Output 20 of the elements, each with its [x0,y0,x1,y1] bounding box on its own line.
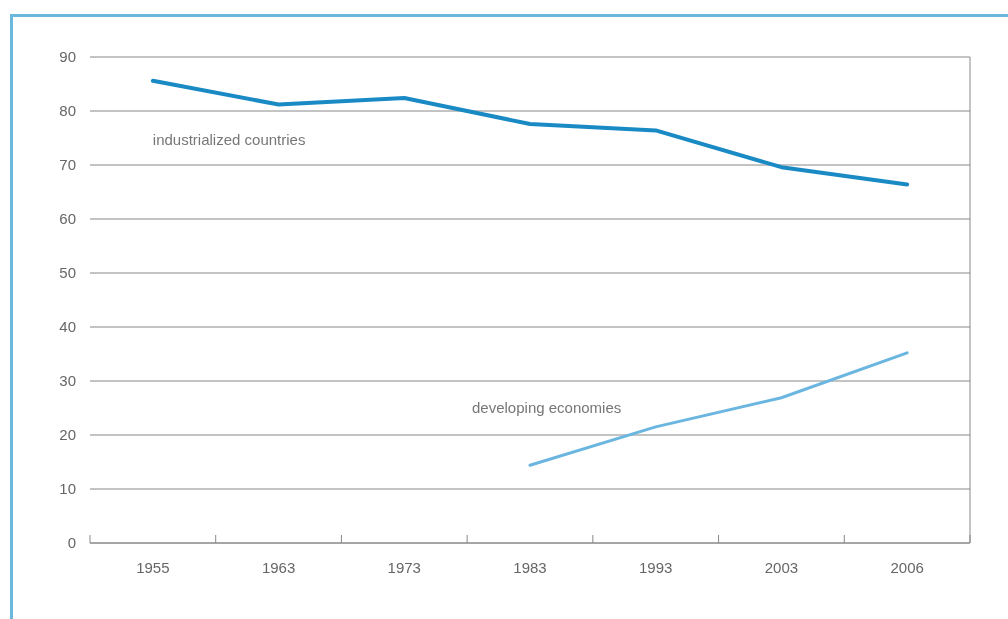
y-tick-label: 80 [59,102,76,120]
y-tick-label: 0 [67,534,76,552]
x-tick-label: 2003 [764,559,799,576]
y-tick-label: 90 [59,48,76,66]
y-tick-label: 40 [59,318,76,336]
x-tick-label: 1973 [387,559,421,576]
y-tick-label: 10 [59,480,76,498]
x-tick-label: 1955 [136,559,170,576]
y-tick-label: 30 [59,372,76,390]
line-series [150,78,910,187]
y-tick-label: 50 [59,264,76,282]
y-tick-label: 20 [59,426,76,444]
x-tick-label: 1983 [513,559,547,576]
x-tick-label: 1993 [639,559,673,576]
series-label: industrialized countries [152,130,306,148]
x-tick-label: 2006 [890,559,924,576]
x-tick-label: 1963 [261,559,296,576]
y-tick-label: 70 [59,156,76,174]
y-tick-label: 60 [59,210,76,228]
series-label: developing economies [472,399,622,417]
